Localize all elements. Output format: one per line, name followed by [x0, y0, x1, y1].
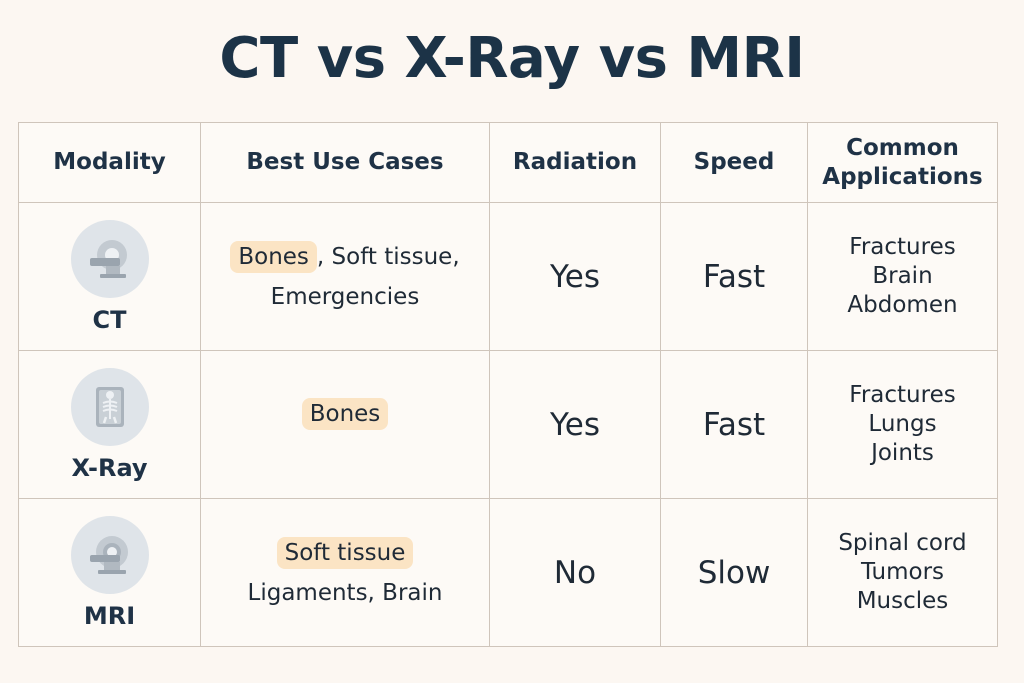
- highlight-tag: Soft tissue: [276, 536, 414, 569]
- applications-cell: Spinal cord Tumors Muscles: [807, 498, 998, 647]
- table-row: CT Bones, Soft tissue, Emergencies Yes F…: [18, 202, 998, 351]
- application-item: Fractures: [849, 234, 956, 260]
- header-speed: Speed: [660, 122, 808, 203]
- modality-name: X-Ray: [71, 453, 148, 482]
- use-cases-cell: Bones, Soft tissue, Emergencies: [200, 202, 490, 351]
- applications-cell: Fractures Brain Abdomen: [807, 202, 998, 351]
- application-item: Muscles: [856, 588, 949, 614]
- use-cases-cell: Bones: [200, 350, 490, 499]
- application-item: Abdomen: [847, 292, 958, 318]
- radiation-value: Yes: [489, 350, 661, 499]
- speed-value: Fast: [660, 350, 808, 499]
- xray-skeleton-icon: [70, 367, 149, 446]
- use-cases-line2: Emergencies: [270, 283, 420, 310]
- modality-cell: CT: [18, 202, 201, 351]
- mri-scanner-icon: [70, 515, 149, 594]
- use-cases-rest: , Soft tissue,: [316, 243, 460, 270]
- comparison-table: Modality Best Use Cases Radiation Speed …: [18, 122, 998, 647]
- page-title: CT vs X-Ray vs MRI: [219, 26, 805, 91]
- modality-cell: X-Ray: [18, 350, 201, 499]
- application-item: Fractures: [849, 382, 956, 408]
- applications-cell: Fractures Lungs Joints: [807, 350, 998, 499]
- header-applications: Common Applications: [807, 122, 998, 203]
- header-modality: Modality: [18, 122, 201, 203]
- modality-name: CT: [92, 305, 127, 334]
- header-applications-label: Common Applications: [822, 134, 983, 190]
- application-item: Brain: [872, 263, 933, 289]
- application-item: Tumors: [860, 559, 945, 585]
- speed-value: Fast: [660, 202, 808, 351]
- application-item: Joints: [871, 440, 934, 466]
- application-item: Spinal cord: [838, 530, 967, 556]
- table-row: X-Ray Bones Yes Fast Fractures Lungs Joi…: [18, 350, 998, 499]
- speed-value: Slow: [660, 498, 808, 647]
- radiation-value: Yes: [489, 202, 661, 351]
- application-item: Lungs: [868, 411, 937, 437]
- header-row: Modality Best Use Cases Radiation Speed …: [18, 122, 998, 203]
- use-cases-cell: Soft tissue Ligaments, Brain: [200, 498, 490, 647]
- modality-cell: MRI: [18, 498, 201, 647]
- ct-scanner-icon: [70, 219, 149, 298]
- header-use-cases: Best Use Cases: [200, 122, 490, 203]
- modality-name: MRI: [83, 601, 136, 630]
- radiation-value: No: [489, 498, 661, 647]
- header-radiation: Radiation: [489, 122, 661, 203]
- highlight-tag: Bones: [230, 240, 317, 273]
- use-cases-line2: Ligaments, Brain: [247, 579, 443, 606]
- highlight-tag: Bones: [301, 397, 389, 430]
- table-row: MRI Soft tissue Ligaments, Brain No Slow…: [18, 498, 998, 647]
